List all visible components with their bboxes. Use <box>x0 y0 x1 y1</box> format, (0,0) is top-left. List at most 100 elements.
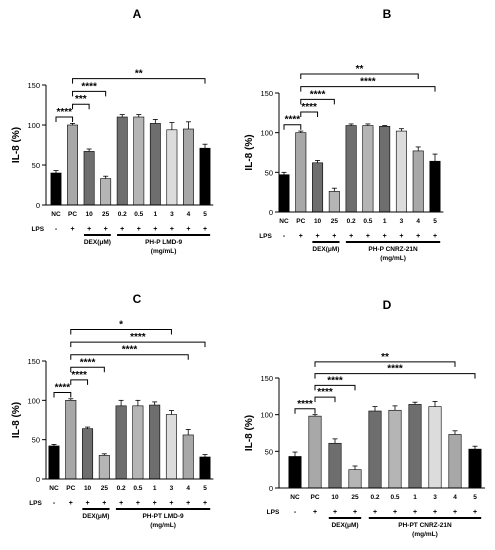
x-tick-label: 4 <box>416 218 420 225</box>
sig-bracket <box>70 341 206 348</box>
sig-bracket <box>70 329 172 335</box>
y-axis-label: IL-8 (%) <box>244 134 255 170</box>
bar-0.2 <box>345 125 357 213</box>
panel-title: A <box>133 7 142 21</box>
sig-bracket <box>300 73 419 79</box>
x-tick-label: 0.5 <box>363 218 372 225</box>
lps-sign: + <box>316 233 320 240</box>
bar-4 <box>412 150 424 213</box>
x-tick-label: 5 <box>203 211 207 218</box>
sig-label: **** <box>387 364 403 375</box>
lps-sign: + <box>153 500 157 507</box>
x-tick-label: 25 <box>101 485 109 492</box>
sig-label: **** <box>71 370 87 381</box>
x-tick-label: PC <box>310 494 319 501</box>
lps-sign: + <box>71 226 75 233</box>
y-tick-label: 0 <box>269 484 273 493</box>
x-tick-label: 4 <box>187 211 191 218</box>
bar-NC <box>50 172 62 206</box>
sig-bracket <box>314 384 356 391</box>
sig-bracket <box>72 90 107 97</box>
chart-panel-d: D 0 50 100 150 IL-8 (%) NC - PC +10 +25 +0.2 +0.5 +1 +… <box>244 298 485 538</box>
y-axis-label: IL-8 (%) <box>11 127 22 163</box>
lps-sign: - <box>53 500 56 507</box>
lps-sign: + <box>349 233 353 240</box>
sig-label: **** <box>80 357 96 368</box>
lps-sign: + <box>393 509 397 516</box>
bar-1 <box>149 404 161 480</box>
lps-sign: + <box>433 509 437 516</box>
group-label: PH-P LMD-9 <box>145 239 182 246</box>
x-tick-label: 10 <box>85 211 93 218</box>
sig-label: **** <box>301 102 317 113</box>
chart-panel-a: A 0 50 100 150 IL-8 (%) NC - PC +10 +25 +0.2 +0.5 +1 +… <box>11 7 214 255</box>
group-label: (mg/mL) <box>150 522 176 529</box>
bar-3 <box>166 129 178 206</box>
bar-PC <box>308 415 322 489</box>
x-tick-label: 4 <box>453 494 457 501</box>
sig-bracket <box>300 111 319 118</box>
lps-sign: - <box>294 509 297 516</box>
x-tick-label: 3 <box>400 218 404 225</box>
x-tick-label: PC <box>296 218 305 225</box>
bar-5 <box>429 160 441 213</box>
sig-label: * <box>119 320 123 331</box>
lps-sign: + <box>102 500 106 507</box>
y-tick-label: 150 <box>260 89 273 98</box>
sig-label: **** <box>310 89 326 100</box>
bar-0.5 <box>362 125 374 213</box>
chart-panel-c: C 0 50 100 150 IL-8 (%) NC - PC +10 +25 +0.2 +0.5 +1 +… <box>11 292 214 529</box>
x-tick-label: 5 <box>433 218 437 225</box>
lps-sign: + <box>416 233 420 240</box>
y-tick-label: 100 <box>27 121 40 130</box>
lps-sign: + <box>203 500 207 507</box>
x-tick-label: 4 <box>186 485 190 492</box>
bar-0.5 <box>388 409 402 489</box>
sig-label: **** <box>81 81 97 92</box>
chart-panel-b: B 0 50 100 150 IL-8 (%) NC - PC +10 +25 +0.2 +0.5 +1 +… <box>244 7 444 262</box>
x-tick-label: 25 <box>351 494 359 501</box>
lps-sign: + <box>453 509 457 516</box>
y-tick-label: 150 <box>27 357 40 366</box>
lps-sign: + <box>169 500 173 507</box>
bar-3 <box>395 130 407 213</box>
sig-label: ** <box>356 64 364 75</box>
lps-sign: + <box>87 226 91 233</box>
x-tick-label: 1 <box>153 485 157 492</box>
sig-label: **** <box>55 382 71 393</box>
group-label: PH-PT CNRZ-21N <box>398 522 452 529</box>
y-tick-label: 100 <box>260 411 273 420</box>
bar-NC <box>288 456 302 489</box>
sig-bracket <box>300 86 436 92</box>
y-tick-label: 50 <box>32 161 40 170</box>
sig-bracket <box>72 78 206 84</box>
sig-label: **** <box>317 387 333 398</box>
bar-4 <box>182 434 194 480</box>
sig-bracket <box>294 408 316 414</box>
group-label: DEX(μM) <box>82 513 109 520</box>
bar-10 <box>83 151 95 206</box>
x-tick-label: 3 <box>170 485 174 492</box>
sig-label: **** <box>130 332 146 343</box>
panel-title: C <box>133 292 142 306</box>
x-tick-label: 5 <box>473 494 477 501</box>
x-tick-label: NC <box>49 485 59 492</box>
x-tick-label: 0.2 <box>118 211 127 218</box>
lps-sign: + <box>203 226 207 233</box>
x-tick-label: 1 <box>413 494 417 501</box>
bar-5 <box>199 456 211 480</box>
sig-bracket <box>70 379 89 385</box>
x-tick-label: 0.2 <box>347 218 356 225</box>
x-tick-label: NC <box>279 218 289 225</box>
lps-label: LPS <box>29 500 42 507</box>
bar-10 <box>82 428 94 480</box>
bar-5 <box>468 448 482 489</box>
y-tick-label: 100 <box>27 396 40 405</box>
y-tick-label: 150 <box>260 374 273 383</box>
sig-bracket <box>283 124 302 130</box>
bar-25 <box>98 455 110 480</box>
sig-bracket <box>53 391 72 398</box>
x-tick-label: 3 <box>170 211 174 218</box>
bar-25 <box>100 178 112 206</box>
lps-sign: + <box>119 500 123 507</box>
